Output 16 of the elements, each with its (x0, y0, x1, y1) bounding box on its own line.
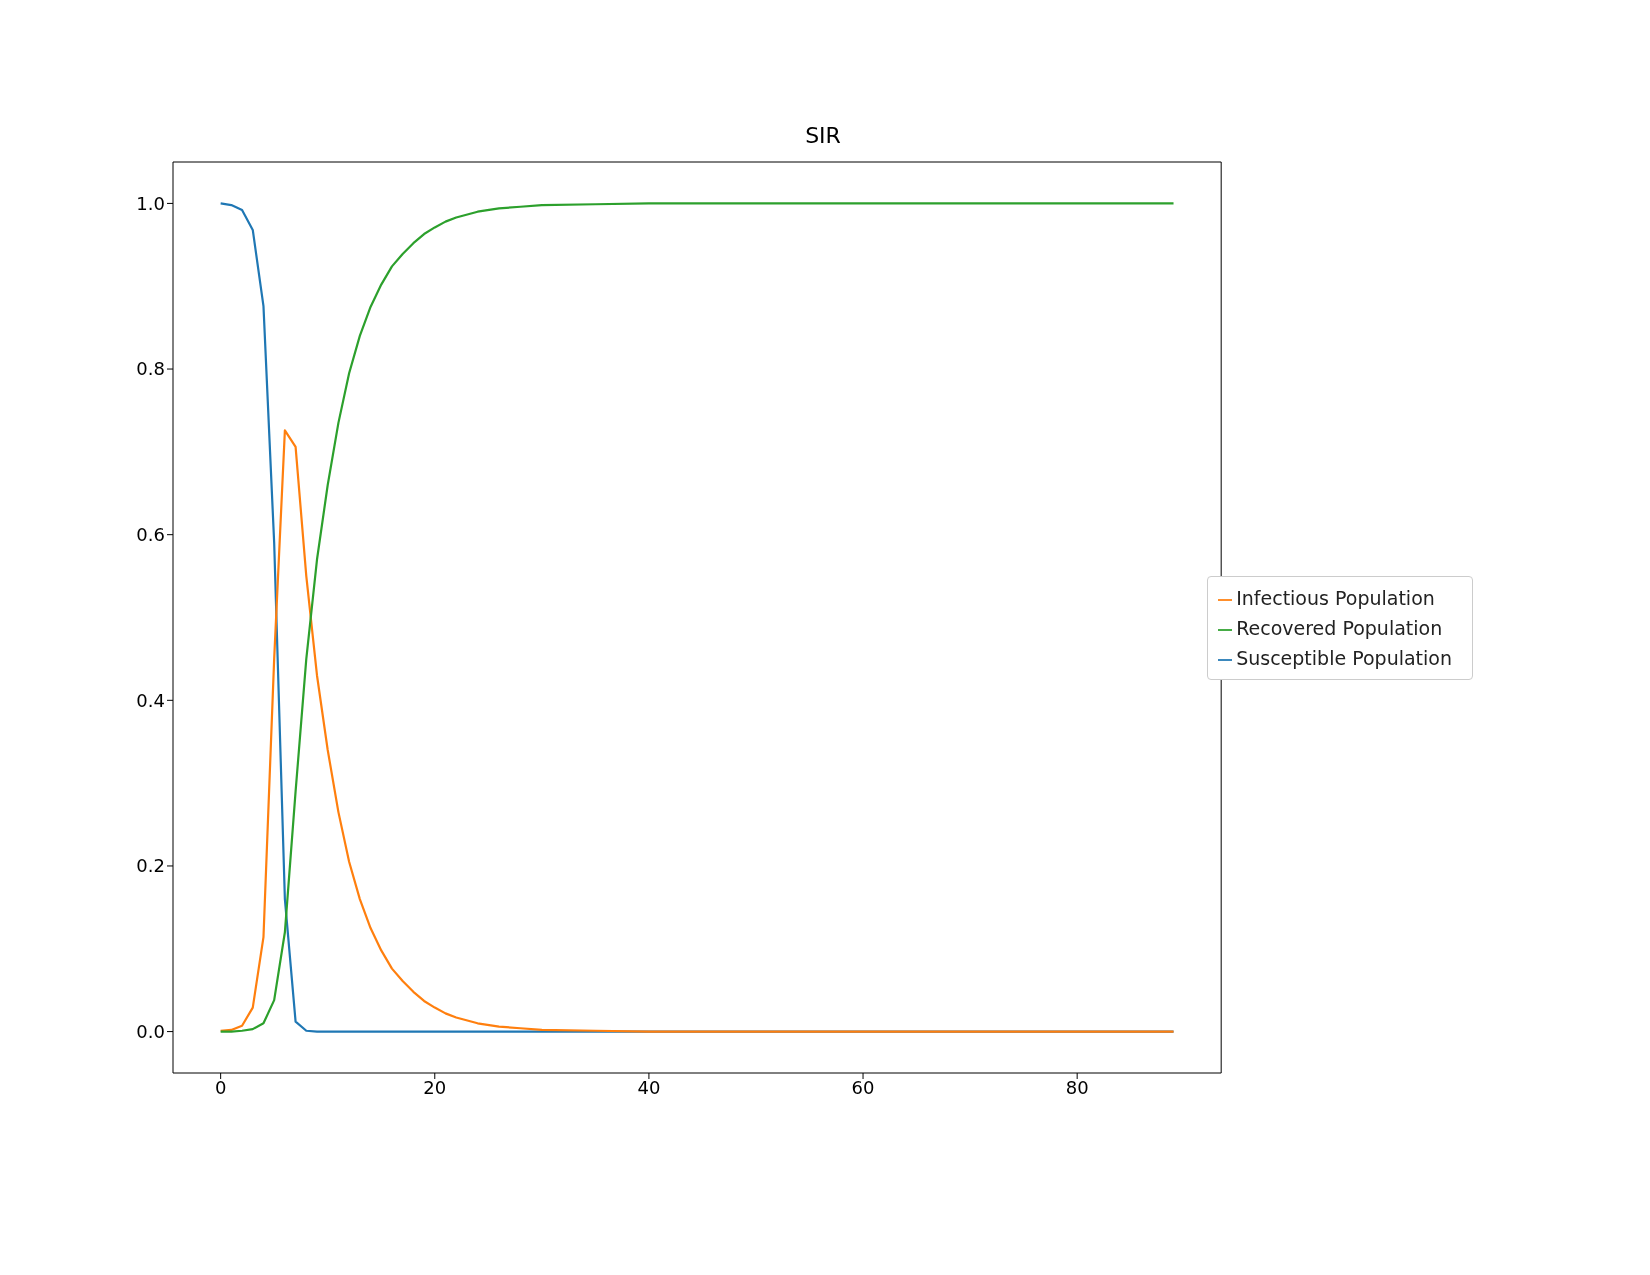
legend-label: Susceptible Population (1236, 647, 1452, 669)
y-tick-label: 0.6 (136, 524, 165, 546)
y-tick-label: 0.2 (136, 855, 165, 877)
x-tick-label: 80 (1065, 1076, 1089, 1098)
x-tick-label: 40 (637, 1076, 661, 1098)
y-tick-label: 0.0 (136, 1020, 165, 1042)
legend-label: Recovered Population (1236, 617, 1443, 639)
y-tick-label: 0.4 (136, 689, 165, 711)
legend-label: Infectious Population (1236, 587, 1435, 609)
x-tick-label: 0 (214, 1076, 227, 1098)
chart-title: SIR (804, 123, 842, 148)
y-tick-label: 1.0 (136, 192, 165, 214)
line-series (219, 202, 1175, 1033)
x-tick-label: 20 (423, 1076, 447, 1098)
x-tick-label: 60 (851, 1076, 875, 1098)
y-tick-label: 0.8 (136, 358, 165, 380)
